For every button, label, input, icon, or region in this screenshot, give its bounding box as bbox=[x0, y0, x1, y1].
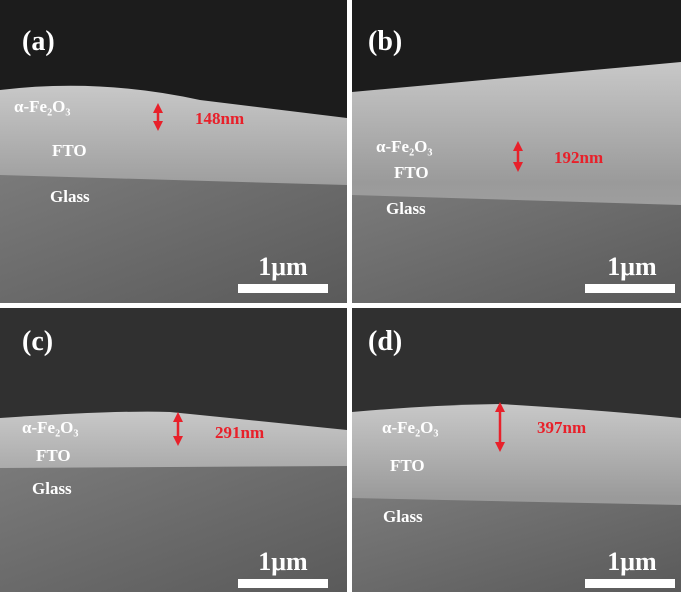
panel-b: (b) α-Fe₂O₃ FTO Glass 192nm 1μm bbox=[352, 0, 681, 303]
layer-label: FTO bbox=[394, 163, 429, 182]
panel-label: (c) bbox=[22, 326, 53, 357]
scale-label: 1μm bbox=[607, 252, 657, 281]
thickness: 192nm bbox=[554, 148, 603, 167]
layer-label: Glass bbox=[383, 507, 423, 526]
layer-label: Glass bbox=[386, 199, 426, 218]
layer-label: α-Fe₂O₃ bbox=[22, 418, 79, 437]
panel-label: (b) bbox=[368, 26, 402, 57]
scale-label: 1μm bbox=[258, 252, 308, 281]
layer-label: FTO bbox=[52, 141, 87, 160]
scale-bar bbox=[238, 579, 328, 588]
panel-c: (c) α-Fe₂O₃ FTO Glass 291nm 1μm bbox=[0, 308, 347, 592]
layer-label: α-Fe₂O₃ bbox=[14, 97, 71, 116]
thickness: 291nm bbox=[215, 423, 264, 442]
layer-label: Glass bbox=[50, 187, 90, 206]
thickness: 148nm bbox=[195, 109, 244, 128]
panel-label: (d) bbox=[368, 326, 402, 357]
panel-d: (d) α-Fe₂O₃ FTO Glass 397nm 1μm bbox=[352, 308, 681, 592]
layer-label: FTO bbox=[390, 456, 425, 475]
scale-bar bbox=[585, 284, 675, 293]
figure: (a) α-Fe₂O₃ FTO Glass 148nm 1μm (b) α-Fe… bbox=[0, 0, 681, 592]
layer-label: FTO bbox=[36, 446, 71, 465]
scale-bar bbox=[585, 579, 675, 588]
panel-a: (a) α-Fe₂O₃ FTO Glass 148nm 1μm bbox=[0, 0, 347, 303]
layer-label: α-Fe₂O₃ bbox=[376, 137, 433, 156]
scale-label: 1μm bbox=[258, 547, 308, 576]
scale-bar bbox=[238, 284, 328, 293]
thickness: 397nm bbox=[537, 418, 586, 437]
panel-label: (a) bbox=[22, 26, 55, 57]
layer-label: Glass bbox=[32, 479, 72, 498]
scale-label: 1μm bbox=[607, 547, 657, 576]
layer-label: α-Fe₂O₃ bbox=[382, 418, 439, 437]
